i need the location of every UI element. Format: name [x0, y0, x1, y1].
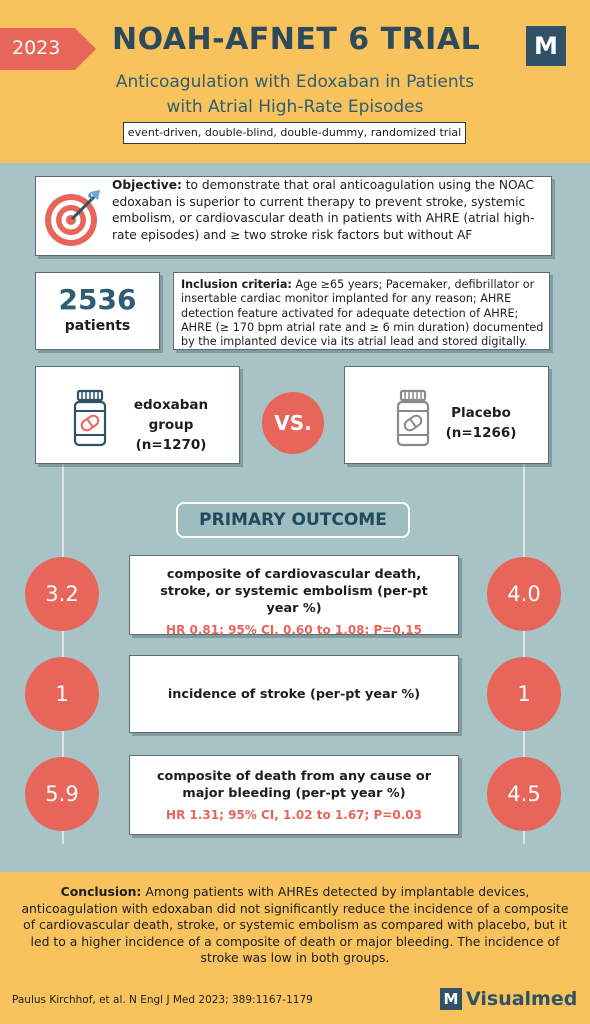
primary-outcome-heading: PRIMARY OUTCOME — [176, 502, 410, 538]
patient-count: 2536 — [58, 283, 137, 316]
subtitle: Anticoagulation with Edoxaban in Patient… — [60, 70, 530, 120]
conclusion-body: Among patients with AHREs detected by im… — [21, 884, 569, 965]
inclusion-card: Inclusion criteria: Age ≥65 years; Pacem… — [173, 272, 550, 350]
conclusion-text: Conclusion: Among patients with AHREs de… — [14, 884, 576, 967]
placebo-arm-n: (n=1266) — [445, 425, 517, 441]
edoxaban-arm-card: edoxaban group (n=1270) — [35, 366, 240, 464]
placebo-arm-label: Placebo (n=1266) — [431, 403, 531, 443]
edoxaban-arm-label: edoxaban group (n=1270) — [116, 395, 226, 455]
conclusion-label: Conclusion: — [60, 884, 142, 899]
left-connector-line — [62, 464, 64, 844]
outcome-2-placebo-value: 1 — [487, 657, 561, 731]
outcome-3-card: composite of death from any cause or maj… — [129, 755, 459, 835]
outcome-3-title: composite of death from any cause or maj… — [156, 769, 432, 801]
edoxaban-arm-name: edoxaban — [133, 397, 209, 413]
outcome-3-stat: HR 1.31; 95% CI, 1.02 to 1.67; P=0.03 — [166, 808, 422, 822]
year-tab: 2023 — [0, 28, 96, 70]
outcome-2-title: incidence of stroke (per-pt year %) — [167, 687, 421, 702]
outcome-1-title: composite of cardiovascular death, strok… — [160, 567, 428, 616]
objective-label: Objective: — [112, 178, 182, 192]
outcome-2-card: incidence of stroke (per-pt year %) — [129, 655, 459, 733]
footer: Paulus Kirchhof, et al. N Engl J Med 202… — [0, 982, 590, 1024]
edoxaban-arm-group: group — [148, 417, 194, 433]
objective-card: Objective: to demonstrate that oral anti… — [35, 176, 552, 256]
inclusion-body: Age ≥65 years; Pacemaker, defibrillator … — [181, 278, 544, 349]
edoxaban-arm-n: (n=1270) — [135, 437, 207, 453]
brand-logo-icon: M — [440, 988, 462, 1010]
inclusion-text: Inclusion criteria: Age ≥65 years; Pacem… — [181, 278, 545, 349]
placebo-arm-name: Placebo — [451, 405, 511, 421]
header-banner: 2023 NOAH-AFNET 6 TRIAL M Anticoagulatio… — [0, 0, 590, 163]
objective-body: to demonstrate that oral anticoagulation… — [112, 178, 535, 242]
outcome-1-placebo-value: 4.0 — [487, 557, 561, 631]
pill-bottle-icon — [73, 389, 107, 447]
objective-text: Objective: to demonstrate that oral anti… — [112, 177, 548, 243]
target-icon — [45, 190, 100, 246]
subtitle-line-1: Anticoagulation with Edoxaban in Patient… — [115, 72, 475, 92]
subtitle-line-2: with Atrial High-Rate Episodes — [166, 97, 424, 117]
year-label: 2023 — [12, 37, 61, 59]
right-connector-line — [523, 464, 525, 844]
outcome-3-placebo-value: 4.5 — [487, 757, 561, 831]
outcome-1-card: composite of cardiovascular death, strok… — [129, 555, 459, 637]
brand-name: Visualmed — [466, 988, 578, 1010]
outcome-3-edoxaban-value: 5.9 — [25, 757, 99, 831]
patients-card: 2536 patients — [35, 272, 160, 350]
outcome-2-edoxaban-value: 1 — [25, 657, 99, 731]
trial-design-badge: event-driven, double-blind, double-dummy… — [123, 122, 466, 144]
patient-count-label: patients — [64, 318, 131, 334]
page-title: NOAH-AFNET 6 TRIAL — [112, 22, 481, 57]
pill-bottle-icon — [396, 389, 430, 447]
outcome-1-stat: HR 0.81; 95% CI, 0.60 to 1.08; P=0.15 — [166, 623, 422, 637]
outcome-1-edoxaban-value: 3.2 — [25, 557, 99, 631]
inclusion-label: Inclusion criteria: — [181, 278, 292, 291]
vs-badge: VS. — [262, 392, 324, 454]
placebo-arm-card: Placebo (n=1266) — [344, 366, 549, 464]
conclusion-section: Conclusion: Among patients with AHREs de… — [0, 872, 590, 982]
logo-icon: M — [526, 26, 566, 66]
citation: Paulus Kirchhof, et al. N Engl J Med 202… — [12, 994, 313, 1006]
